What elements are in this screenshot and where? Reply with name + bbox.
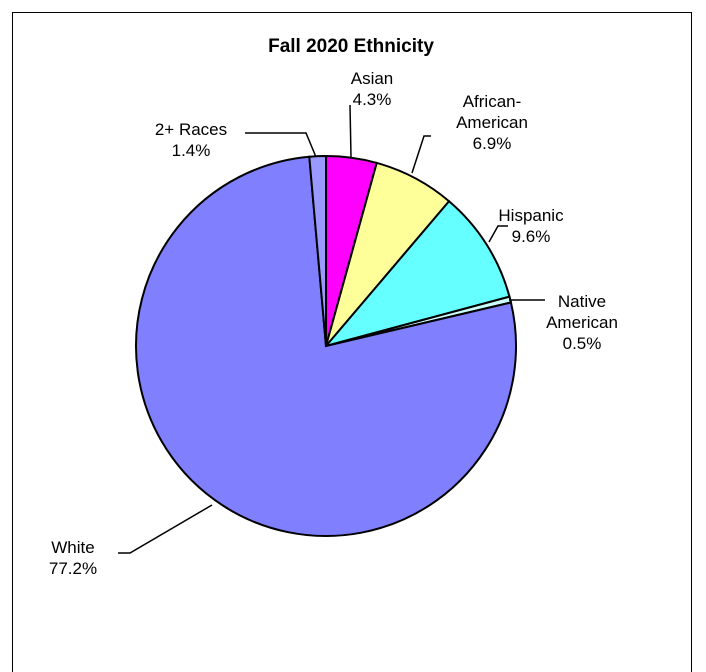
pie-slices (135, 154, 517, 537)
slice-label-line: 77.2% (49, 559, 97, 578)
slice-label-line: Asian (351, 69, 394, 88)
slice-label-line: Hispanic (498, 206, 564, 225)
slice-label: Native American 0.5% (546, 292, 618, 353)
leader-lines (118, 104, 545, 554)
slice-label-line: 0.5% (563, 334, 602, 353)
slice-label-line: 1.4% (172, 141, 211, 160)
slice-label: African- American 6.9% (456, 92, 528, 153)
slice-label-line: Native (558, 292, 606, 311)
leader-line (245, 132, 317, 158)
leader-line (349, 104, 352, 158)
slice-label-line: American (456, 113, 528, 132)
slice-label: Asian 4.3% (351, 69, 394, 109)
slice-label-line: 4.3% (353, 90, 392, 109)
slice-label: Hispanic 9.6% (498, 206, 564, 246)
slice-label-line: African- (463, 92, 522, 111)
leader-line (411, 135, 431, 174)
slice-label-line: 6.9% (473, 134, 512, 153)
slice-label-line: White (51, 538, 94, 557)
slice-label: 2+ Races 1.4% (155, 120, 227, 160)
slice-label-line: 2+ Races (155, 120, 227, 139)
leader-line (488, 225, 508, 243)
pie-slice-hispanic (323, 199, 511, 348)
slice-label: White 77.2% (49, 538, 97, 578)
pie-slice-white (135, 155, 517, 537)
pie-slice-2-races (308, 154, 327, 347)
slice-label-line: American (546, 313, 618, 332)
leader-line (118, 504, 213, 554)
slice-labels: Asian 4.3% African- American 6.9% Hispanic 9.6… (49, 69, 618, 578)
slice-label-line: 9.6% (512, 227, 551, 246)
chart-title: Fall 2020 Ethnicity (268, 36, 434, 57)
